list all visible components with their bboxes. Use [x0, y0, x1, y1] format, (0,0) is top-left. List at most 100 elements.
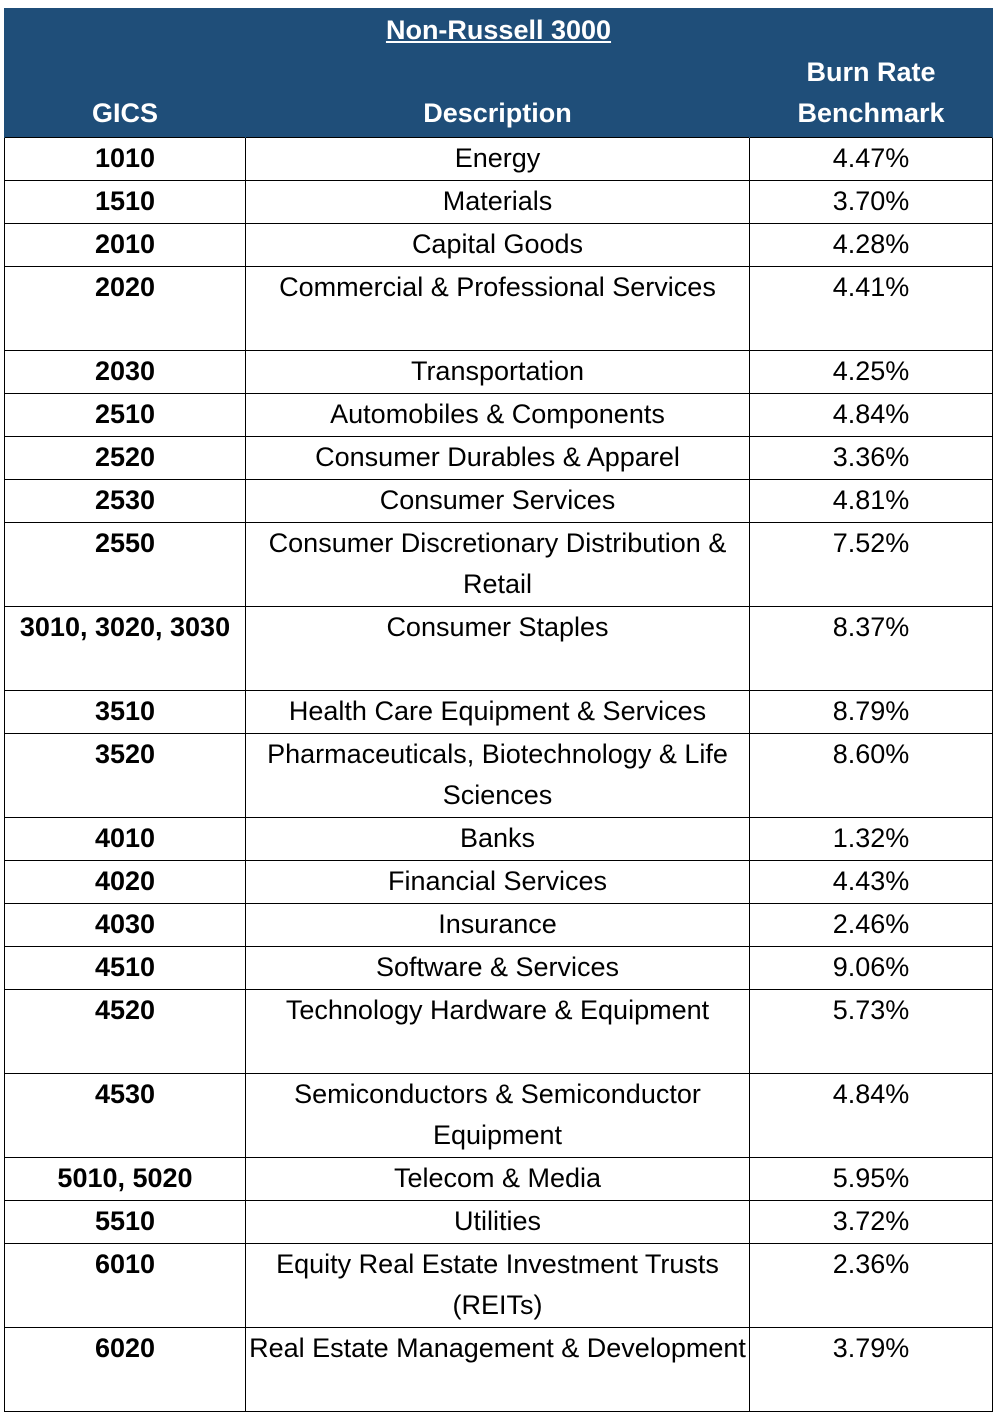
burn-rate-table-container: Non-Russell 3000 GICS Description Burn R…: [3, 8, 994, 1412]
benchmark-cell: 5.73%: [748, 989, 994, 1074]
description-cell: Utilities: [245, 1200, 750, 1244]
description-cell: Semiconductors & Semiconductor Equipment: [245, 1073, 750, 1158]
header-benchmark-line2: Benchmark: [797, 98, 945, 128]
table-row: 4010 Banks 1.32%: [4, 817, 994, 861]
benchmark-cell: 4.43%: [748, 860, 994, 904]
table-row: 2530 Consumer Services 4.81%: [4, 479, 994, 523]
description-cell: Consumer Durables & Apparel: [245, 436, 750, 480]
description-cell: Banks: [245, 817, 750, 861]
description-cell: Technology Hardware & Equipment: [245, 989, 750, 1074]
description-cell: Health Care Equipment & Services: [245, 690, 750, 734]
gics-cell: 1510: [4, 180, 246, 224]
gics-cell: 3010, 3020, 3030: [4, 606, 246, 691]
description-cell: Telecom & Media: [245, 1157, 750, 1201]
table-row: 1510 Materials 3.70%: [4, 180, 994, 224]
gics-cell: 6010: [4, 1243, 246, 1328]
description-cell: Software & Services: [245, 946, 750, 990]
table-row: 4530 Semiconductors & Semiconductor Equip…: [4, 1073, 994, 1158]
benchmark-cell: 4.47%: [748, 137, 994, 181]
benchmark-cell: 7.52%: [748, 522, 994, 607]
description-cell: Insurance: [245, 903, 750, 947]
description-cell: Consumer Discretionary Distribution & Re…: [245, 522, 750, 607]
description-cell: Transportation: [245, 350, 750, 394]
benchmark-cell: 8.37%: [748, 606, 994, 691]
table-row: 3510 Health Care Equipment & Services 8.79…: [4, 690, 994, 734]
gics-cell: 4510: [4, 946, 246, 990]
gics-cell: 4530: [4, 1073, 246, 1158]
benchmark-cell: 4.81%: [748, 479, 994, 523]
gics-cell: 2530: [4, 479, 246, 523]
table-row: 2030 Transportation 4.25%: [4, 350, 994, 394]
benchmark-cell: 4.84%: [748, 1073, 994, 1158]
benchmark-cell: 9.06%: [748, 946, 994, 990]
table-row: 3520 Pharmaceuticals, Biotechnology & Lif…: [4, 733, 994, 818]
table-row: 2520 Consumer Durables & Apparel 3.36%: [4, 436, 994, 480]
table-row: 4030 Insurance 2.46%: [4, 903, 994, 947]
benchmark-cell: 8.79%: [748, 690, 994, 734]
description-cell: Equity Real Estate Investment Trusts (RE…: [245, 1243, 750, 1328]
gics-cell: 5010, 5020: [4, 1157, 246, 1201]
gics-cell: 5510: [4, 1200, 246, 1244]
description-cell: Financial Services: [245, 860, 750, 904]
table-row: 2010 Capital Goods 4.28%: [4, 223, 994, 267]
gics-cell: 3510: [4, 690, 246, 734]
description-cell: Consumer Services: [245, 479, 750, 523]
column-header-row: GICS Description Burn Rate Benchmark: [4, 52, 994, 138]
description-cell: Consumer Staples: [245, 606, 750, 691]
description-cell: Commercial & Professional Services: [245, 266, 750, 351]
gics-cell: 1010: [4, 137, 246, 181]
gics-cell: 2010: [4, 223, 246, 267]
table-row: 5510 Utilities 3.72%: [4, 1200, 994, 1244]
benchmark-cell: 3.79%: [748, 1327, 994, 1412]
table-row: 3010, 3020, 3030 Consumer Staples 8.37%: [4, 606, 994, 691]
description-cell: Materials: [245, 180, 750, 224]
header-benchmark-line1: Burn Rate: [806, 57, 936, 87]
benchmark-cell: 3.72%: [748, 1200, 994, 1244]
table-row: 6020 Real Estate Management & Development…: [4, 1327, 994, 1412]
header-description: Description: [245, 52, 750, 138]
header-burn-rate-benchmark: Burn Rate Benchmark: [748, 52, 994, 138]
description-cell: Pharmaceuticals, Biotechnology & Life Sc…: [245, 733, 750, 818]
table-title-text: Non-Russell 3000: [385, 14, 612, 45]
table-row: 1010 Energy 4.47%: [4, 137, 994, 181]
table-row: 4510 Software & Services 9.06%: [4, 946, 994, 990]
gics-cell: 2510: [4, 393, 246, 437]
gics-cell: 4030: [4, 903, 246, 947]
burn-rate-table: Non-Russell 3000 GICS Description Burn R…: [3, 8, 994, 1412]
description-cell: Real Estate Management & Development: [245, 1327, 750, 1412]
benchmark-cell: 2.36%: [748, 1243, 994, 1328]
table-row: 2510 Automobiles & Components 4.84%: [4, 393, 994, 437]
benchmark-cell: 2.46%: [748, 903, 994, 947]
benchmark-cell: 4.41%: [748, 266, 994, 351]
header-gics: GICS: [4, 52, 246, 138]
gics-cell: 4520: [4, 989, 246, 1074]
table-header: Non-Russell 3000 GICS Description Burn R…: [3, 8, 994, 138]
benchmark-cell: 4.84%: [748, 393, 994, 437]
table-row: 4020 Financial Services 4.43%: [4, 860, 994, 904]
table-row: 2020 Commercial & Professional Services 4.…: [4, 266, 994, 351]
description-cell: Energy: [245, 137, 750, 181]
benchmark-cell: 4.25%: [748, 350, 994, 394]
gics-cell: 2030: [4, 350, 246, 394]
table-row: 2550 Consumer Discretionary Distribution …: [4, 522, 994, 607]
gics-cell: 3520: [4, 733, 246, 818]
gics-cell: 2020: [4, 266, 246, 351]
description-cell: Automobiles & Components: [245, 393, 750, 437]
table-title: Non-Russell 3000: [3, 8, 994, 52]
benchmark-cell: 5.95%: [748, 1157, 994, 1201]
table-body: 1010 Energy 4.47% 1510 Materials 3.70% 2010 C…: [4, 137, 994, 1412]
gics-cell: 4010: [4, 817, 246, 861]
benchmark-cell: 8.60%: [748, 733, 994, 818]
table-row: 5010, 5020 Telecom & Media 5.95%: [4, 1157, 994, 1201]
table-row: 6010 Equity Real Estate Investment Trusts…: [4, 1243, 994, 1328]
benchmark-cell: 3.70%: [748, 180, 994, 224]
gics-cell: 2520: [4, 436, 246, 480]
gics-cell: 6020: [4, 1327, 246, 1412]
description-cell: Capital Goods: [245, 223, 750, 267]
table-row: 4520 Technology Hardware & Equipment 5.73%: [4, 989, 994, 1074]
table-title-row: Non-Russell 3000: [3, 8, 994, 52]
gics-cell: 4020: [4, 860, 246, 904]
benchmark-cell: 3.36%: [748, 436, 994, 480]
gics-cell: 2550: [4, 522, 246, 607]
benchmark-cell: 4.28%: [748, 223, 994, 267]
